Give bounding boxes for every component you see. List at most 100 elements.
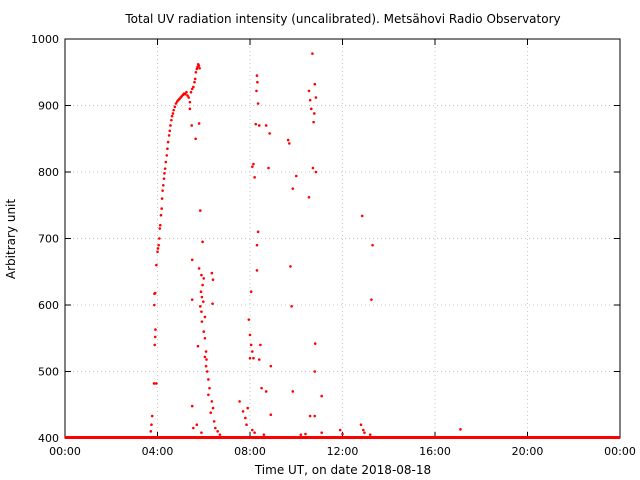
y-tick-label: 500	[38, 366, 59, 379]
data-point	[257, 124, 261, 127]
data-point	[193, 80, 196, 84]
data-point	[286, 138, 290, 142]
data-point	[194, 70, 198, 74]
data-point	[193, 77, 197, 81]
data-point	[360, 214, 364, 218]
data-point	[254, 122, 258, 126]
data-point	[288, 142, 291, 145]
data-point	[252, 162, 255, 166]
data-point	[268, 132, 271, 135]
data-point	[313, 342, 317, 345]
x-tick-label: 00:00	[604, 445, 636, 458]
x-tick-label: 08:00	[234, 445, 266, 458]
data-point	[299, 433, 303, 436]
data-point	[153, 335, 157, 339]
data-point	[210, 271, 214, 275]
data-point	[256, 102, 260, 105]
ticks: 400 500 600 700 800 900 1000 00:00 04:00 08:00 12:…	[31, 33, 636, 458]
data-point	[161, 189, 164, 192]
data-point	[197, 64, 201, 67]
data-point	[211, 278, 215, 282]
data-point	[207, 378, 210, 381]
data-point	[160, 207, 163, 210]
data-point	[246, 406, 249, 410]
data-point	[170, 118, 173, 122]
data-point	[163, 172, 166, 175]
data-point	[251, 350, 254, 353]
data-point	[195, 423, 199, 427]
data-point	[202, 277, 206, 280]
data-point	[269, 413, 273, 417]
data-point	[311, 166, 315, 170]
data-point	[201, 300, 205, 303]
data-point	[256, 80, 259, 84]
data-point	[158, 227, 162, 230]
data-point	[255, 243, 259, 247]
y-axis-label: Arbitrary unit	[4, 199, 18, 279]
data-point	[262, 433, 266, 436]
data-point	[159, 213, 163, 217]
data-point	[249, 290, 253, 294]
data-point	[210, 400, 214, 403]
data-point	[294, 174, 298, 178]
y-tick-label: 900	[38, 100, 59, 113]
data-point	[185, 90, 188, 94]
data-point	[152, 303, 156, 307]
data-point	[202, 330, 206, 333]
y-tick-label: 800	[38, 166, 59, 179]
data-point	[194, 137, 197, 141]
data-point	[198, 66, 201, 70]
data-point	[259, 343, 262, 347]
data-point	[208, 386, 211, 390]
data-point	[307, 89, 311, 93]
data-point	[290, 305, 293, 308]
data-point	[247, 318, 251, 321]
data-point	[166, 147, 169, 151]
y-tick-label: 600	[38, 299, 59, 312]
data-point	[196, 344, 200, 348]
x-tick-label: 04:00	[142, 445, 174, 458]
data-point	[149, 430, 153, 433]
x-tick-label: 16:00	[419, 445, 451, 458]
data-point	[255, 74, 259, 77]
data-point	[291, 390, 295, 393]
data-point	[359, 423, 363, 427]
x-tick-label: 20:00	[512, 445, 544, 458]
data-point	[190, 298, 194, 301]
data-point	[170, 114, 174, 118]
data-point	[314, 170, 318, 174]
data-point	[308, 98, 312, 102]
data-point	[314, 96, 318, 99]
data-point	[308, 414, 312, 418]
data-point	[362, 428, 365, 432]
data-point	[249, 343, 253, 347]
data-point	[371, 243, 374, 247]
data-point	[198, 209, 202, 212]
data-point	[245, 423, 248, 427]
data-point	[190, 258, 194, 262]
baseline-series	[65, 436, 620, 439]
data-point	[158, 223, 162, 227]
data-point	[264, 124, 268, 127]
data-point	[320, 431, 323, 434]
data-point	[255, 269, 259, 272]
data-point	[205, 358, 208, 361]
data-point	[192, 426, 195, 430]
data-point	[174, 102, 178, 105]
data-point	[218, 433, 222, 436]
data-point	[190, 404, 194, 408]
data-point	[200, 295, 204, 299]
x-tick-label: 00:00	[49, 445, 81, 458]
data-point	[162, 177, 166, 180]
y-tick-label: 400	[38, 432, 59, 445]
data-point	[171, 112, 175, 115]
data-point	[212, 420, 216, 423]
data-point	[188, 100, 192, 104]
data-point	[166, 140, 170, 144]
data-point	[190, 124, 194, 127]
data-point	[253, 431, 256, 434]
data-point	[157, 243, 160, 247]
data-point	[320, 394, 323, 398]
data-point	[158, 237, 161, 240]
